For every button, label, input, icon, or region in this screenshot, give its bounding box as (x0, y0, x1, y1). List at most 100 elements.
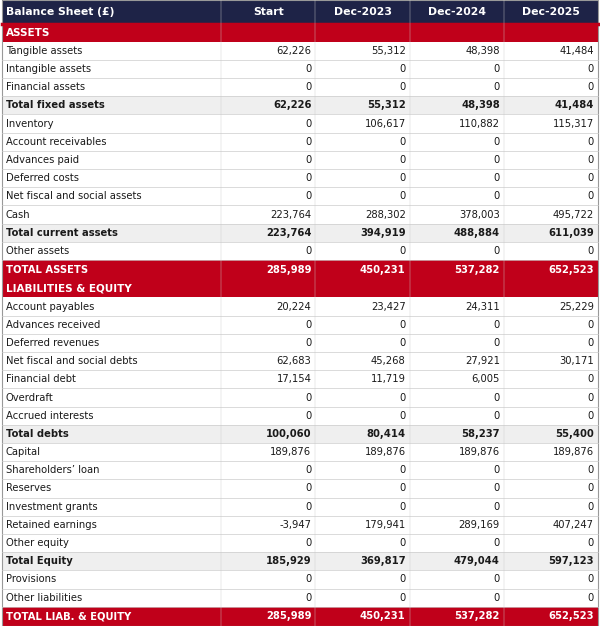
Bar (2, 187, 598, 205)
Bar (2, 24, 598, 42)
Bar (2, 443, 598, 461)
Text: 0: 0 (588, 82, 594, 92)
Text: 0: 0 (494, 82, 500, 92)
Text: 0: 0 (494, 465, 500, 475)
Text: 23,427: 23,427 (371, 302, 406, 312)
Text: 0: 0 (305, 465, 311, 475)
Text: 55,312: 55,312 (367, 100, 406, 110)
Text: 185,929: 185,929 (266, 557, 311, 567)
Bar (2, 570, 598, 588)
Text: Cash: Cash (6, 210, 31, 220)
Text: 0: 0 (494, 393, 500, 403)
Text: Net fiscal and social debts: Net fiscal and social debts (6, 356, 137, 366)
Bar (2, 151, 598, 169)
Text: 115,317: 115,317 (553, 118, 594, 128)
Text: Start: Start (253, 7, 284, 17)
Text: 0: 0 (494, 64, 500, 74)
Text: 0: 0 (400, 173, 406, 183)
Bar (2, 370, 598, 389)
Text: 0: 0 (305, 411, 311, 421)
Text: 0: 0 (305, 501, 311, 511)
Text: 0: 0 (400, 593, 406, 603)
Text: 0: 0 (494, 538, 500, 548)
Text: 223,764: 223,764 (266, 228, 311, 238)
Text: 55,312: 55,312 (371, 46, 406, 56)
Text: Inventory: Inventory (6, 118, 53, 128)
Text: Deferred revenues: Deferred revenues (6, 338, 99, 348)
Text: 0: 0 (588, 411, 594, 421)
Text: Intangible assets: Intangible assets (6, 64, 91, 74)
Text: 0: 0 (588, 374, 594, 384)
Bar (2, 297, 598, 316)
Bar (2, 516, 598, 534)
Bar (2, 352, 598, 370)
Text: 652,523: 652,523 (548, 612, 594, 622)
Text: 0: 0 (305, 320, 311, 330)
Text: 0: 0 (400, 538, 406, 548)
Text: 378,003: 378,003 (459, 210, 500, 220)
Text: 0: 0 (588, 192, 594, 202)
Text: 41,484: 41,484 (560, 46, 594, 56)
Text: 189,876: 189,876 (271, 447, 311, 457)
Text: 450,231: 450,231 (360, 612, 406, 622)
Text: 394,919: 394,919 (360, 228, 406, 238)
Text: Other equity: Other equity (6, 538, 69, 548)
Bar (2, 588, 598, 607)
Bar (2, 534, 598, 552)
Text: 0: 0 (400, 338, 406, 348)
Text: Total debts: Total debts (6, 429, 69, 439)
Bar (2, 279, 598, 297)
Text: 495,722: 495,722 (553, 210, 594, 220)
Text: 0: 0 (494, 338, 500, 348)
Text: 537,282: 537,282 (454, 265, 500, 275)
Text: 62,226: 62,226 (277, 46, 311, 56)
Bar (2, 223, 598, 242)
Bar (2, 425, 598, 443)
Text: 48,398: 48,398 (466, 46, 500, 56)
Text: 0: 0 (305, 82, 311, 92)
Text: 0: 0 (494, 483, 500, 493)
Text: 407,247: 407,247 (553, 520, 594, 530)
Text: 0: 0 (400, 155, 406, 165)
Text: 0: 0 (400, 501, 406, 511)
Text: 0: 0 (588, 64, 594, 74)
Text: 223,764: 223,764 (271, 210, 311, 220)
Text: 0: 0 (305, 593, 311, 603)
Text: 0: 0 (588, 173, 594, 183)
Text: 110,882: 110,882 (459, 118, 500, 128)
Text: 189,876: 189,876 (553, 447, 594, 457)
Text: 17,154: 17,154 (277, 374, 311, 384)
Text: Dec-2023: Dec-2023 (334, 7, 392, 17)
Text: Dec-2025: Dec-2025 (522, 7, 580, 17)
Text: 0: 0 (305, 575, 311, 585)
Text: 0: 0 (588, 137, 594, 146)
Text: TOTAL LIAB. & EQUITY: TOTAL LIAB. & EQUITY (6, 612, 131, 622)
Text: Net fiscal and social assets: Net fiscal and social assets (6, 192, 142, 202)
Text: 0: 0 (494, 593, 500, 603)
Text: Advances received: Advances received (6, 320, 100, 330)
Text: Retained earnings: Retained earnings (6, 520, 97, 530)
Text: 288,302: 288,302 (365, 210, 406, 220)
Text: 0: 0 (305, 155, 311, 165)
Bar (2, 133, 598, 151)
Text: Total Equity: Total Equity (6, 557, 73, 567)
Text: 0: 0 (588, 155, 594, 165)
Text: 20,224: 20,224 (277, 302, 311, 312)
Bar (2, 389, 598, 407)
Bar (2, 96, 598, 115)
Text: 80,414: 80,414 (367, 429, 406, 439)
Text: Shareholders’ loan: Shareholders’ loan (6, 465, 100, 475)
Text: 0: 0 (588, 501, 594, 511)
Text: 11,719: 11,719 (371, 374, 406, 384)
Text: 285,989: 285,989 (266, 612, 311, 622)
Text: 0: 0 (588, 320, 594, 330)
Bar (2, 60, 598, 78)
Text: 0: 0 (305, 246, 311, 256)
Text: Account receivables: Account receivables (6, 137, 107, 146)
Text: 55,400: 55,400 (555, 429, 594, 439)
Text: TOTAL ASSETS: TOTAL ASSETS (6, 265, 88, 275)
Text: 0: 0 (588, 483, 594, 493)
Text: 189,876: 189,876 (459, 447, 500, 457)
Text: 0: 0 (305, 538, 311, 548)
Text: 0: 0 (494, 173, 500, 183)
